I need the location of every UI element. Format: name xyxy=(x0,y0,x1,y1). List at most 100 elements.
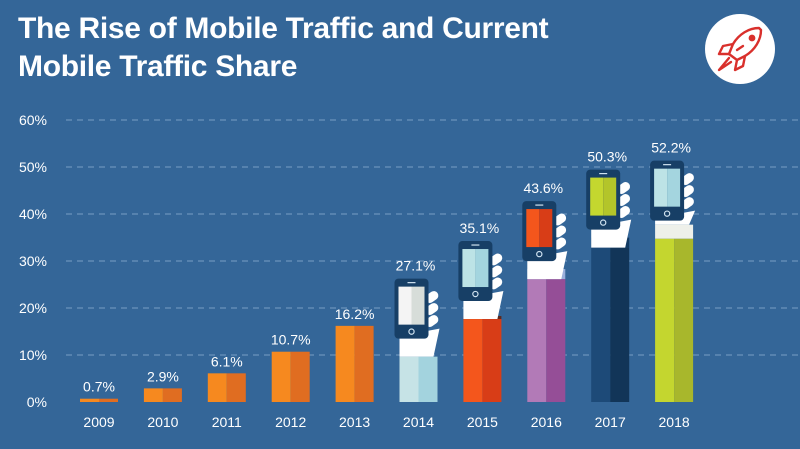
arm-sleeve-shade xyxy=(482,319,502,402)
x-tick-label: 2018 xyxy=(659,414,690,430)
y-tick-label: 0% xyxy=(27,394,47,410)
hand xyxy=(591,187,632,248)
bar-shade xyxy=(290,351,310,402)
finger xyxy=(680,173,694,186)
value-label: 43.6% xyxy=(523,180,563,196)
y-tick-label: 60% xyxy=(19,112,47,128)
finger xyxy=(553,237,567,250)
value-label: 10.7% xyxy=(271,332,311,348)
hand xyxy=(463,259,504,320)
arm-sleeve-shade xyxy=(610,247,630,402)
phone-screen-shade xyxy=(411,286,425,325)
value-label: 27.1% xyxy=(396,258,436,274)
finger xyxy=(489,265,503,278)
value-label: 2.9% xyxy=(147,368,179,384)
hand xyxy=(399,296,440,357)
phone-screen xyxy=(526,209,540,248)
phone-screen xyxy=(654,168,668,207)
title-line-1: The Rise of Mobile Traffic and Current xyxy=(18,12,549,45)
phone-home-button xyxy=(472,290,479,298)
bar xyxy=(335,325,355,402)
y-tick-label: 30% xyxy=(19,253,47,269)
rocket-logo xyxy=(705,14,775,84)
bar-2013 xyxy=(335,325,374,402)
arm-cuff xyxy=(655,224,694,239)
x-tick-label: 2009 xyxy=(83,414,114,430)
bar-shade xyxy=(99,398,118,402)
bar xyxy=(80,398,99,402)
phone-home-button xyxy=(600,219,607,226)
arm-sleeve-shade xyxy=(418,356,438,402)
arm-sleeve-shade xyxy=(674,238,694,402)
bar xyxy=(271,351,291,402)
finger xyxy=(489,253,503,266)
finger xyxy=(553,213,567,226)
rocket-icon xyxy=(717,26,763,72)
x-tick-label: 2012 xyxy=(275,414,306,430)
phone-screen-shade xyxy=(667,168,681,207)
finger xyxy=(425,291,439,303)
bar-shade xyxy=(354,325,374,402)
bar-2014 xyxy=(394,278,440,402)
bar-2009 xyxy=(80,398,118,402)
bar-2011 xyxy=(207,373,246,402)
title-line-2: Mobile Traffic Share xyxy=(18,50,298,83)
finger xyxy=(425,303,439,315)
finger xyxy=(553,225,567,238)
bar xyxy=(143,388,163,402)
phone-screen-shade xyxy=(603,177,617,216)
phone-screen xyxy=(462,249,476,288)
finger xyxy=(616,182,631,194)
x-tick-label: 2016 xyxy=(531,414,562,430)
arm-sleeve xyxy=(527,279,547,402)
phone-screen xyxy=(590,177,604,216)
y-tick-label: 40% xyxy=(19,206,47,222)
value-label: 50.3% xyxy=(587,149,627,165)
y-tick-label: 50% xyxy=(19,159,47,175)
phone-home-button xyxy=(663,210,671,217)
value-label: 35.1% xyxy=(460,220,500,236)
y-tick-label: 10% xyxy=(19,347,47,363)
bar xyxy=(207,373,227,402)
value-label: 52.2% xyxy=(651,140,691,156)
phone-screen xyxy=(398,286,412,325)
x-tick-label: 2011 xyxy=(212,414,242,430)
phone-screen-shade xyxy=(475,249,489,288)
chart-title: The Rise of Mobile Traffic and Current M… xyxy=(18,10,549,86)
x-tick-label: 2014 xyxy=(403,414,434,430)
arm-sleeve xyxy=(655,238,675,402)
bar-2016 xyxy=(522,201,568,402)
arm-sleeve-shade xyxy=(546,279,566,402)
bar-2018 xyxy=(650,160,696,402)
arm-sleeve xyxy=(463,319,483,402)
finger xyxy=(680,197,694,210)
phone-home-button xyxy=(408,328,415,335)
hand xyxy=(527,219,568,280)
x-tick-label: 2017 xyxy=(595,414,626,430)
phone-screen-shade xyxy=(539,209,553,248)
finger xyxy=(616,206,631,218)
y-tick-label: 20% xyxy=(19,300,47,316)
bar-2017 xyxy=(586,169,632,402)
finger xyxy=(489,277,503,290)
value-label: 16.2% xyxy=(335,306,375,322)
bar-shade xyxy=(226,373,246,402)
bar-shade xyxy=(162,388,182,402)
arm-sleeve xyxy=(591,247,611,402)
bar-2015 xyxy=(458,241,504,402)
x-tick-label: 2015 xyxy=(467,414,498,430)
x-tick-label: 2013 xyxy=(339,414,370,430)
hand xyxy=(655,178,696,225)
value-label: 0.7% xyxy=(83,379,115,395)
bar-2010 xyxy=(143,388,182,402)
x-tick-label: 2010 xyxy=(147,414,178,430)
phone-home-button xyxy=(536,250,543,258)
arm-sleeve xyxy=(399,356,419,402)
finger xyxy=(425,315,439,327)
finger xyxy=(616,194,631,206)
value-label: 6.1% xyxy=(211,353,243,369)
bar-2012 xyxy=(271,351,310,402)
finger xyxy=(680,185,694,198)
